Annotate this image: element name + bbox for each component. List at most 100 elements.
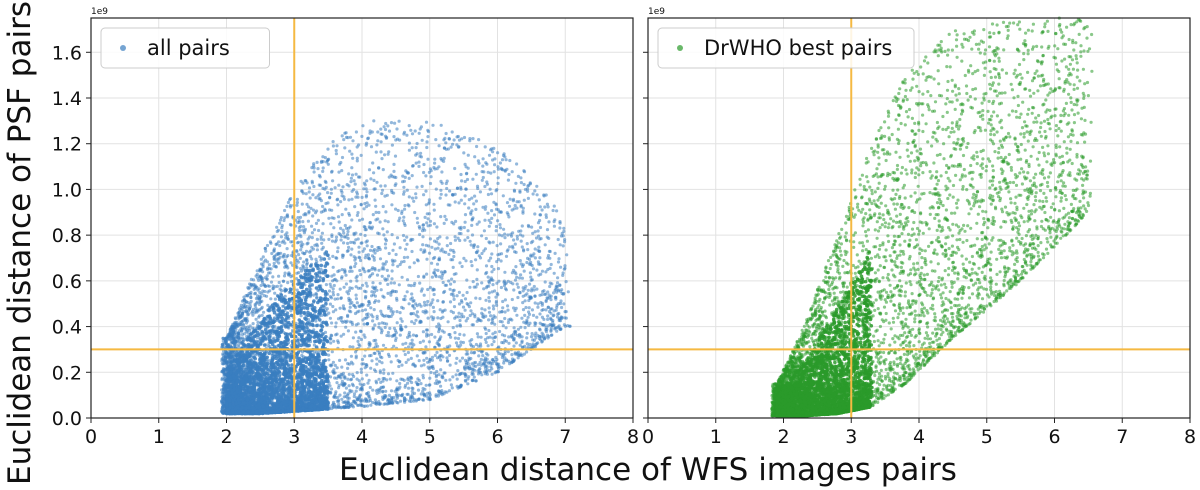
scatter-point — [355, 159, 359, 163]
scatter-point — [434, 274, 438, 279]
scatter-point — [500, 234, 504, 238]
scatter-point — [386, 124, 390, 128]
scatter-point — [533, 294, 537, 298]
scatter-point — [530, 308, 535, 312]
scatter-point — [336, 269, 340, 274]
scatter-point — [323, 156, 327, 160]
scatter-point — [353, 205, 357, 209]
scatter-point — [354, 195, 358, 199]
scatter-point — [355, 190, 359, 194]
scatter-point — [451, 326, 455, 330]
scatter-point — [475, 332, 479, 336]
scatter-point — [311, 193, 315, 197]
scatter-point — [282, 279, 286, 283]
scatter-point — [474, 258, 478, 262]
scatter-point — [519, 273, 523, 277]
scatter-point — [443, 136, 447, 140]
scatter-point — [364, 195, 368, 199]
scatter-point — [441, 315, 445, 319]
scatter-point — [254, 317, 258, 321]
scatter-point — [474, 342, 478, 347]
scatter-point — [506, 308, 510, 312]
scatter-point — [487, 224, 491, 228]
scatter-point — [422, 293, 426, 297]
scatter-point — [285, 213, 289, 217]
scatter-point — [433, 157, 437, 161]
scatter-point — [346, 313, 350, 317]
scatter-point — [447, 333, 451, 337]
scatter-point — [417, 359, 421, 363]
scatter-point — [546, 314, 550, 318]
scatter-point — [346, 241, 350, 245]
scatter-point — [298, 233, 302, 237]
scatter-point — [477, 161, 481, 165]
scatter-point — [447, 137, 451, 141]
scatter-point — [409, 312, 413, 316]
scatter-point — [448, 363, 452, 367]
scatter-point — [506, 304, 510, 308]
scatter-point — [357, 250, 361, 254]
scatter-point — [520, 339, 524, 343]
scatter-point — [424, 383, 428, 387]
scatter-point — [489, 221, 493, 225]
scatter-point — [340, 194, 344, 198]
scatter-point — [339, 160, 343, 165]
scatter-point — [355, 213, 359, 217]
scatter-point — [367, 394, 371, 399]
scatter-point — [372, 178, 376, 182]
scatter-point — [522, 249, 526, 253]
scatter-point — [360, 195, 364, 199]
scatter-point — [426, 135, 430, 139]
scatter-point — [404, 360, 408, 364]
scatter-point — [437, 344, 441, 348]
scatter-point — [520, 224, 524, 228]
scatter-point — [487, 284, 491, 288]
scatter-point — [483, 184, 487, 189]
scatter-point — [430, 261, 434, 265]
scatter-point — [540, 301, 545, 305]
scatter-point — [548, 256, 552, 260]
scatter-point — [355, 301, 359, 305]
scatter-point — [394, 338, 398, 343]
scatter-point — [474, 207, 478, 211]
scatter-point — [237, 310, 241, 314]
scatter-point — [223, 354, 227, 358]
scatter-point — [366, 312, 370, 316]
scatter-point — [458, 318, 462, 323]
scatter-point — [341, 400, 345, 404]
scatter-point — [414, 196, 418, 200]
scatter-point — [280, 229, 284, 234]
scatter-point — [329, 191, 333, 195]
scatter-point — [277, 257, 281, 261]
scatter-point — [285, 255, 289, 259]
scatter-point — [359, 402, 363, 406]
scatter-point — [310, 224, 314, 228]
scatter-point — [539, 272, 543, 276]
scatter-point — [549, 328, 553, 332]
scatter-point — [309, 206, 313, 210]
scatter-point — [425, 221, 429, 225]
scatter-point — [562, 302, 566, 306]
scatter-point — [552, 204, 556, 208]
scatter-point — [343, 269, 347, 273]
scatter-point — [280, 289, 284, 293]
scatter-point — [337, 170, 341, 174]
scatter-point — [269, 241, 273, 245]
scatter-point — [387, 305, 391, 309]
scatter-point — [538, 205, 542, 209]
scatter-point — [333, 277, 337, 281]
scatter-point — [517, 332, 522, 337]
scatter-point — [340, 365, 344, 369]
scatter-point — [498, 223, 502, 227]
scatter-point — [412, 321, 416, 325]
scatter-point — [421, 243, 425, 247]
scatter-point — [498, 329, 502, 334]
scatter-point — [414, 380, 418, 384]
scatter-point — [464, 259, 468, 263]
scatter-point — [312, 162, 316, 166]
scatter-point — [432, 222, 436, 226]
scatter-point — [398, 399, 403, 403]
scatter-point — [422, 170, 426, 175]
scatter-point — [430, 358, 434, 362]
scatter-point — [277, 274, 281, 278]
